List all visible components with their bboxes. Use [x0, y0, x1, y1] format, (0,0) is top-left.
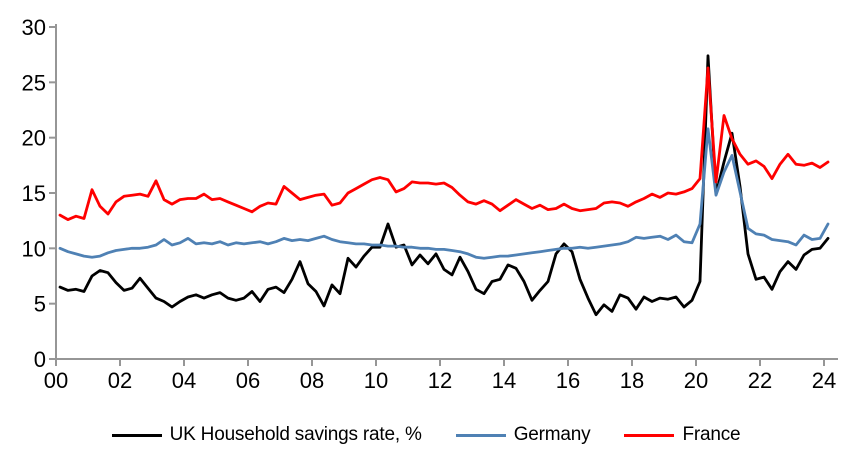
y-tick-label: 20 — [22, 126, 46, 151]
series-line-uk-household-savings-rate — [58, 54, 830, 317]
y-tick-label: 10 — [22, 236, 46, 261]
uk-line-swatch — [111, 433, 162, 437]
x-tick-label: 02 — [108, 368, 132, 393]
y-tick-label: 5 — [34, 292, 46, 317]
x-tick-label: 12 — [428, 368, 452, 393]
y-tick-label: 0 — [34, 347, 46, 372]
x-tick-label: 10 — [364, 368, 388, 393]
legend-label-uk: UK Household savings rate, % — [169, 424, 422, 445]
y-tick-label: 25 — [22, 70, 46, 95]
x-tick-label: 20 — [684, 368, 708, 393]
y-tick-label: 30 — [22, 15, 46, 40]
legend-label-france: France — [682, 424, 741, 445]
legend-label-germany: Germany — [513, 424, 591, 445]
x-tick-label: 00 — [44, 368, 68, 393]
x-tick-label: 16 — [556, 368, 580, 393]
france-line-swatch — [624, 433, 675, 437]
legend-item-france: France — [624, 424, 741, 446]
legend-item-germany: Germany — [455, 424, 591, 446]
x-tick-label: 22 — [748, 368, 772, 393]
y-tick-label: 15 — [22, 181, 46, 206]
series-line-france — [58, 66, 830, 222]
germany-line-swatch — [455, 433, 506, 437]
x-tick-label: 18 — [620, 368, 644, 393]
x-tick-label: 14 — [492, 368, 516, 393]
legend: UK Household savings rate, % Germany Fra… — [0, 424, 852, 446]
x-tick-label: 06 — [236, 368, 260, 393]
x-tick-label: 04 — [172, 368, 196, 393]
x-tick-label: 24 — [812, 368, 836, 393]
series-line-germany — [58, 127, 830, 260]
x-tick-label: 08 — [300, 368, 324, 393]
legend-item-uk: UK Household savings rate, % — [111, 424, 422, 446]
